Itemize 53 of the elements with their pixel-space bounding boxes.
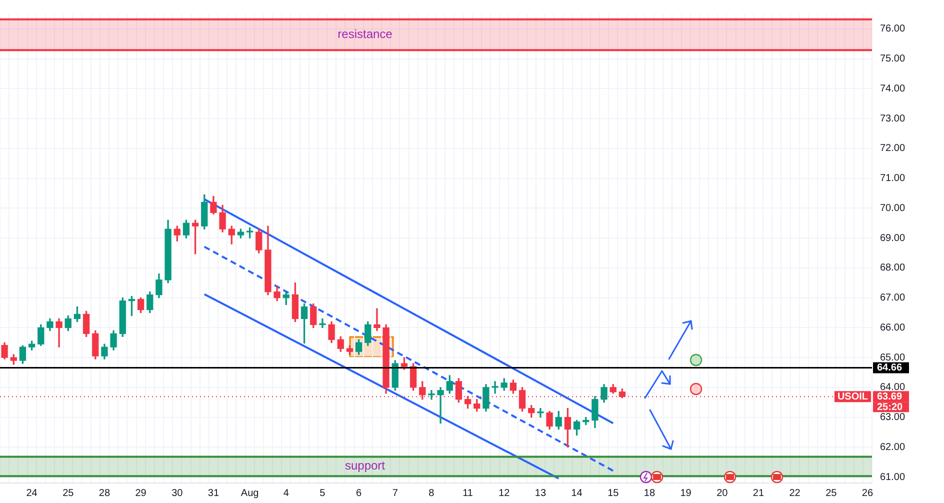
ref-line-label: 64.66 — [877, 362, 902, 374]
y-tick-label: 62.00 — [880, 442, 906, 453]
x-tick-label: 13 — [534, 488, 546, 499]
y-tick-label: 66.00 — [880, 322, 906, 334]
x-tick-label: 18 — [644, 488, 656, 499]
candlestick — [56, 318, 62, 348]
y-tick-label: 63.00 — [880, 412, 906, 424]
x-tick-label: 8 — [428, 488, 435, 499]
x-tick-label: 14 — [571, 488, 583, 499]
y-tick-label: 75.00 — [880, 54, 906, 65]
y-tick-label: 65.00 — [880, 352, 906, 364]
x-tick-label: Aug — [240, 488, 259, 499]
y-tick-label: 73.00 — [880, 113, 906, 124]
x-tick-label: 30 — [172, 488, 184, 499]
y-tick-label: 70.00 — [880, 202, 906, 214]
x-tick-label: 6 — [356, 488, 362, 499]
x-tick-label: 4 — [283, 488, 290, 499]
candlestick — [437, 387, 444, 424]
y-tick-label: 74.00 — [880, 83, 906, 94]
x-tick-label: 15 — [608, 488, 620, 499]
y-tick-label: 76.00 — [880, 24, 906, 35]
x-tick-label: 25 — [62, 488, 74, 499]
y-tick-label: 61.00 — [880, 472, 906, 483]
y-tick-label: 72.00 — [880, 143, 906, 154]
x-tick-label: 31 — [208, 488, 220, 499]
candlestick — [428, 390, 435, 400]
y-tick-label: 64.00 — [880, 382, 906, 394]
band-label: support — [344, 458, 386, 473]
candlestick — [319, 318, 326, 328]
y-tick-label: 71.00 — [880, 173, 906, 184]
x-tick-label: 11 — [462, 488, 474, 499]
x-tick-label: 28 — [98, 488, 110, 499]
x-tick-label: 21 — [752, 488, 764, 499]
x-tick-label: 19 — [680, 488, 692, 499]
ref-line-label: 63.69 — [877, 391, 902, 402]
x-tick-label: 12 — [498, 488, 510, 499]
y-tick-label: 69.00 — [880, 232, 906, 244]
x-tick-label: 22 — [789, 488, 801, 499]
annotation: 25:20 — [877, 402, 904, 413]
x-tick-label: 25 — [826, 488, 838, 499]
x-tick-label: 29 — [135, 488, 147, 499]
x-tick-label: 26 — [862, 488, 874, 499]
y-tick-label: 67.00 — [880, 292, 906, 304]
y-tick-label: 68.00 — [880, 262, 906, 274]
candlestick — [492, 381, 498, 394]
candlestick — [374, 308, 380, 331]
band-label: resistance — [338, 27, 393, 42]
candlestick — [537, 408, 544, 418]
x-tick-label: 20 — [716, 488, 728, 499]
x-tick-label: 7 — [392, 488, 398, 499]
x-tick-label: 24 — [26, 488, 38, 499]
x-tick-label: 5 — [320, 488, 326, 499]
annotation: USOIL — [837, 391, 868, 402]
